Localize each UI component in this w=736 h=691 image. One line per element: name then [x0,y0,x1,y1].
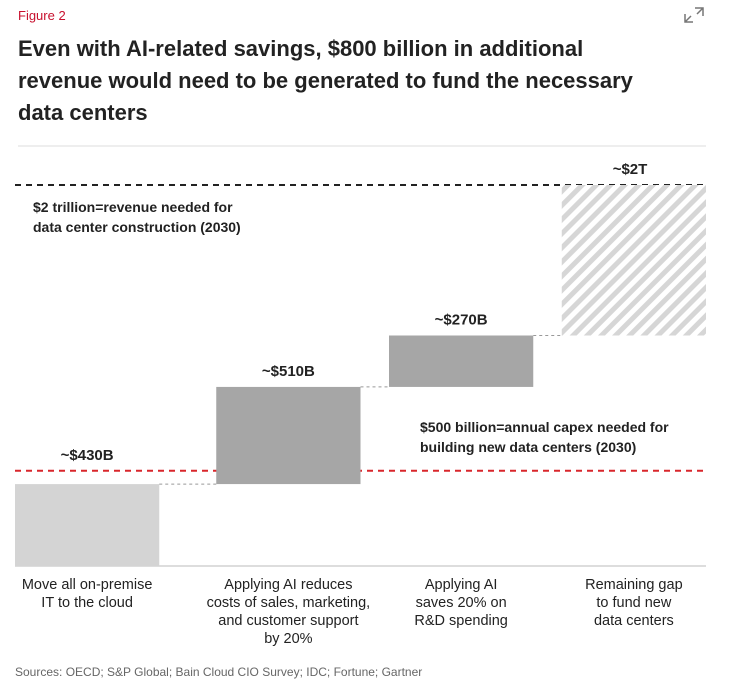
value-label: ~$430B [61,447,114,464]
bar [561,185,706,336]
reference-note: $500 billion=annual capex needed for buil… [420,418,669,454]
x-tick-label: Applying AI reduces costs of sales, marke… [207,577,371,647]
chart-title: Even with AI-related savings, $800 billi… [18,36,634,125]
value-label: ~$510B [262,363,315,380]
x-tick-label: Remaining gap to fund new data centers [585,577,683,629]
bar [15,484,160,566]
source: Sources: OECD; S&P Global; Bain Cloud CI… [15,665,422,679]
bar [216,386,361,485]
x-tick-label: Applying AI saves 20% on R&D spending [414,577,508,629]
reference-label: ~$2T [613,161,648,178]
value-label: ~$270B [435,311,488,328]
bar [389,335,534,387]
x-tick-label: Move all on-premise IT to the cloud [22,577,153,611]
reference-note: $2 trillion=revenue needed for data cente… [33,199,241,235]
figure-label: Figure 2 [18,8,66,23]
expand-icon[interactable] [684,7,704,23]
